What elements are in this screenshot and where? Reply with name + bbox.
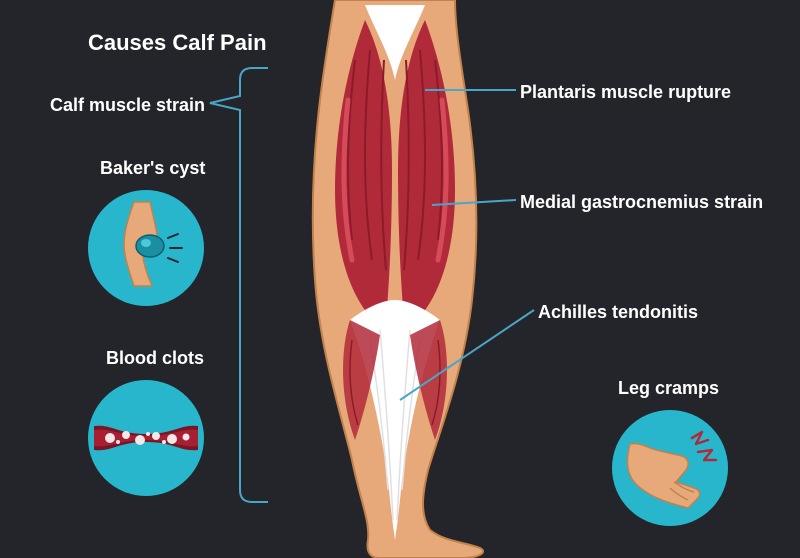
label-bakers-cyst: Baker's cyst [100,158,205,179]
cyst-highlight [141,239,151,247]
label-blood-clots: Blood clots [106,348,204,369]
infographic-title: Causes Calf Pain [88,30,267,56]
cyst [136,235,164,257]
label-plantaris: Plantaris muscle rupture [520,82,731,103]
blood-clots-icon [88,380,204,496]
calf-leg-illustration [280,0,510,558]
bakers-cyst-icon [88,190,204,306]
label-calf-strain: Calf muscle strain [50,95,205,116]
cramp-pain-marks [692,432,716,460]
bracket-line [210,68,268,502]
pain-lines [168,234,182,262]
leg-cramps-icon [612,410,728,526]
label-achilles: Achilles tendonitis [538,302,698,323]
label-gastrocnemius: Medial gastrocnemius strain [520,192,763,213]
cramp-leg [628,444,700,508]
label-leg-cramps: Leg cramps [618,378,719,399]
